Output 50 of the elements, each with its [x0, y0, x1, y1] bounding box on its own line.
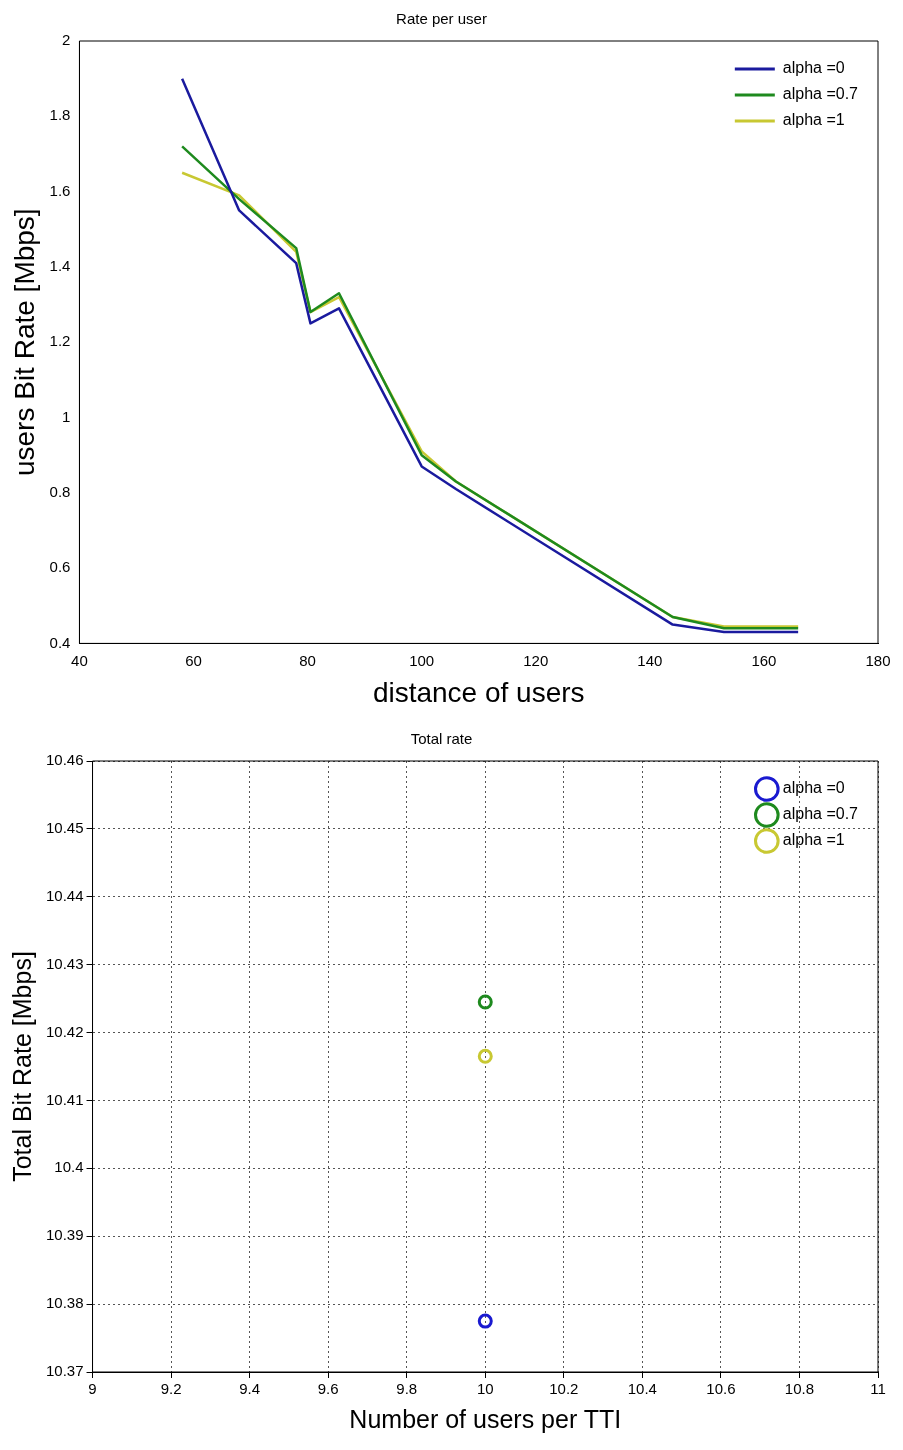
- y-tick-label: 10.44: [45, 886, 84, 904]
- x-tick-label: 120: [523, 651, 549, 669]
- y-tick-label: 10.39: [45, 1226, 84, 1244]
- y-tick-label: 1: [62, 407, 71, 425]
- y-tick-label: 0.6: [49, 558, 71, 576]
- y-tick-label: 1.6: [49, 181, 71, 199]
- x-tick-label: 9.2: [160, 1380, 182, 1398]
- x-tick-label: 180: [865, 651, 891, 669]
- x-tick-label: 10.4: [627, 1380, 657, 1398]
- x-tick-label: 9: [88, 1380, 97, 1398]
- x-tick-label: 10.2: [549, 1380, 579, 1398]
- y-tick-label: 10.4: [54, 1158, 84, 1176]
- x-tick-label: 80: [299, 651, 316, 669]
- x-tick-label: 11: [870, 1380, 886, 1398]
- x-axis-title: Number of users per TTI: [349, 1404, 622, 1433]
- y-tick-label: 1.8: [49, 106, 71, 124]
- x-tick-label: 10: [476, 1380, 494, 1398]
- y-tick-label: 0.4: [49, 633, 71, 651]
- y-tick-label: 10.43: [45, 954, 84, 972]
- x-tick-label: 100: [409, 651, 435, 669]
- x-tick-label: 9.4: [239, 1380, 261, 1398]
- y-tick-label: 10.42: [45, 1022, 84, 1040]
- x-axis-title: distance of users: [372, 676, 585, 708]
- y-tick-label: 2: [62, 31, 71, 49]
- legend-label: alpha =1: [782, 111, 845, 129]
- chart-title: Rate per user: [396, 10, 487, 28]
- y-tick-label: 1.4: [49, 257, 71, 275]
- legend-label: alpha =1: [782, 831, 845, 849]
- x-tick-label: 10.8: [784, 1380, 815, 1398]
- y-tick-label: 10.41: [45, 1090, 84, 1108]
- y-axis-title: Total Bit Rate [Mbps]: [7, 951, 36, 1182]
- y-tick-label: 10.45: [45, 819, 84, 837]
- y-tick-label: 10.37: [45, 1362, 84, 1380]
- x-tick-label: 9.6: [317, 1380, 339, 1398]
- x-tick-label: 140: [637, 651, 663, 669]
- chart-title: Total rate: [410, 730, 473, 748]
- legend-label: alpha =0: [782, 59, 845, 77]
- y-tick-label: 10.46: [45, 751, 84, 769]
- y-axis-title: users Bit Rate [Mbps]: [8, 208, 40, 477]
- x-tick-label: 40: [71, 651, 88, 669]
- legend-label: alpha =0.7: [782, 805, 859, 823]
- x-tick-label: 60: [185, 651, 202, 669]
- y-tick-label: 10.38: [45, 1294, 84, 1312]
- y-tick-label: 1.2: [49, 332, 71, 350]
- x-tick-label: 9.8: [396, 1380, 418, 1398]
- y-tick-label: 0.8: [49, 482, 71, 500]
- legend-label: alpha =0.7: [782, 85, 859, 103]
- legend-label: alpha =0: [782, 779, 845, 797]
- x-tick-label: 10.6: [706, 1380, 736, 1398]
- x-tick-label: 160: [751, 651, 777, 669]
